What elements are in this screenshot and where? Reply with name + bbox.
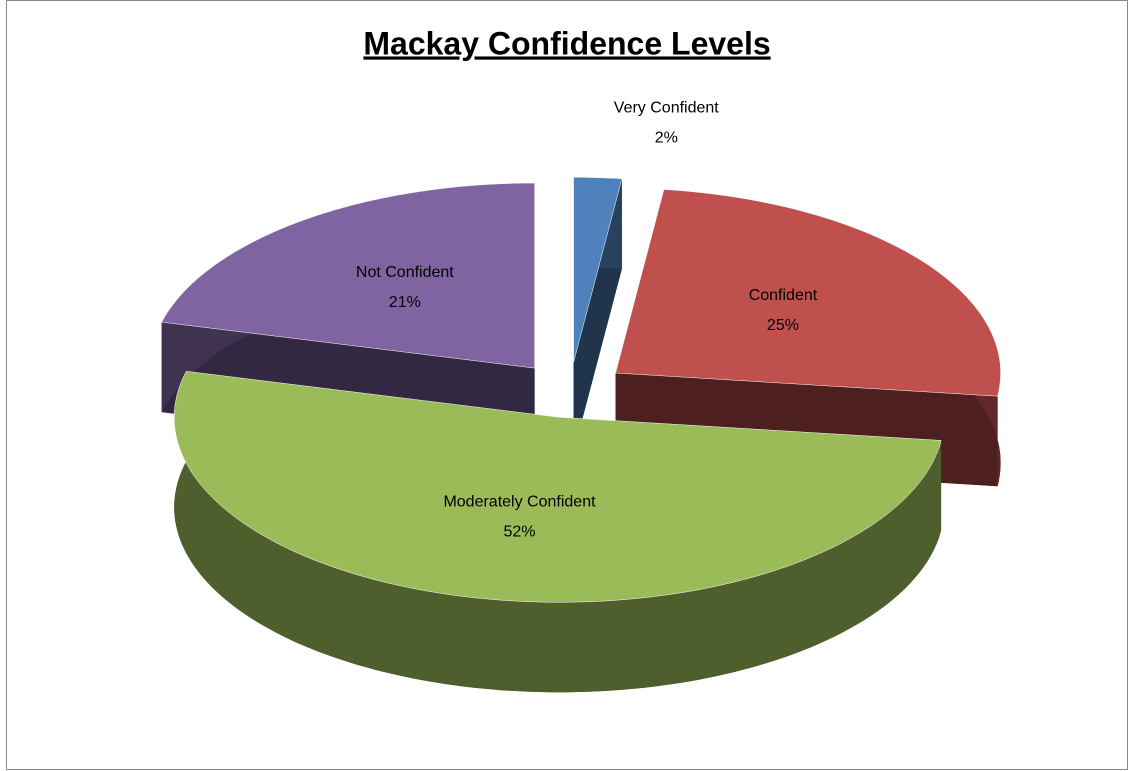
slice	[615, 189, 1001, 397]
data-label-name: Not Confident	[356, 264, 454, 281]
data-label-name: Moderately Confident	[443, 493, 596, 510]
data-label-value: 25%	[767, 317, 799, 334]
data-label-name: Confident	[749, 287, 818, 304]
data-label-name: Very Confident	[614, 99, 720, 116]
slice	[173, 371, 942, 603]
slice	[161, 182, 535, 369]
data-label-value: 21%	[389, 294, 421, 311]
slice-side	[174, 371, 942, 693]
slice	[573, 177, 623, 363]
chart-title: Mackay Confidence Levels	[363, 25, 770, 61]
data-label-value: 2%	[655, 129, 678, 146]
data-label-value: 52%	[503, 523, 535, 540]
